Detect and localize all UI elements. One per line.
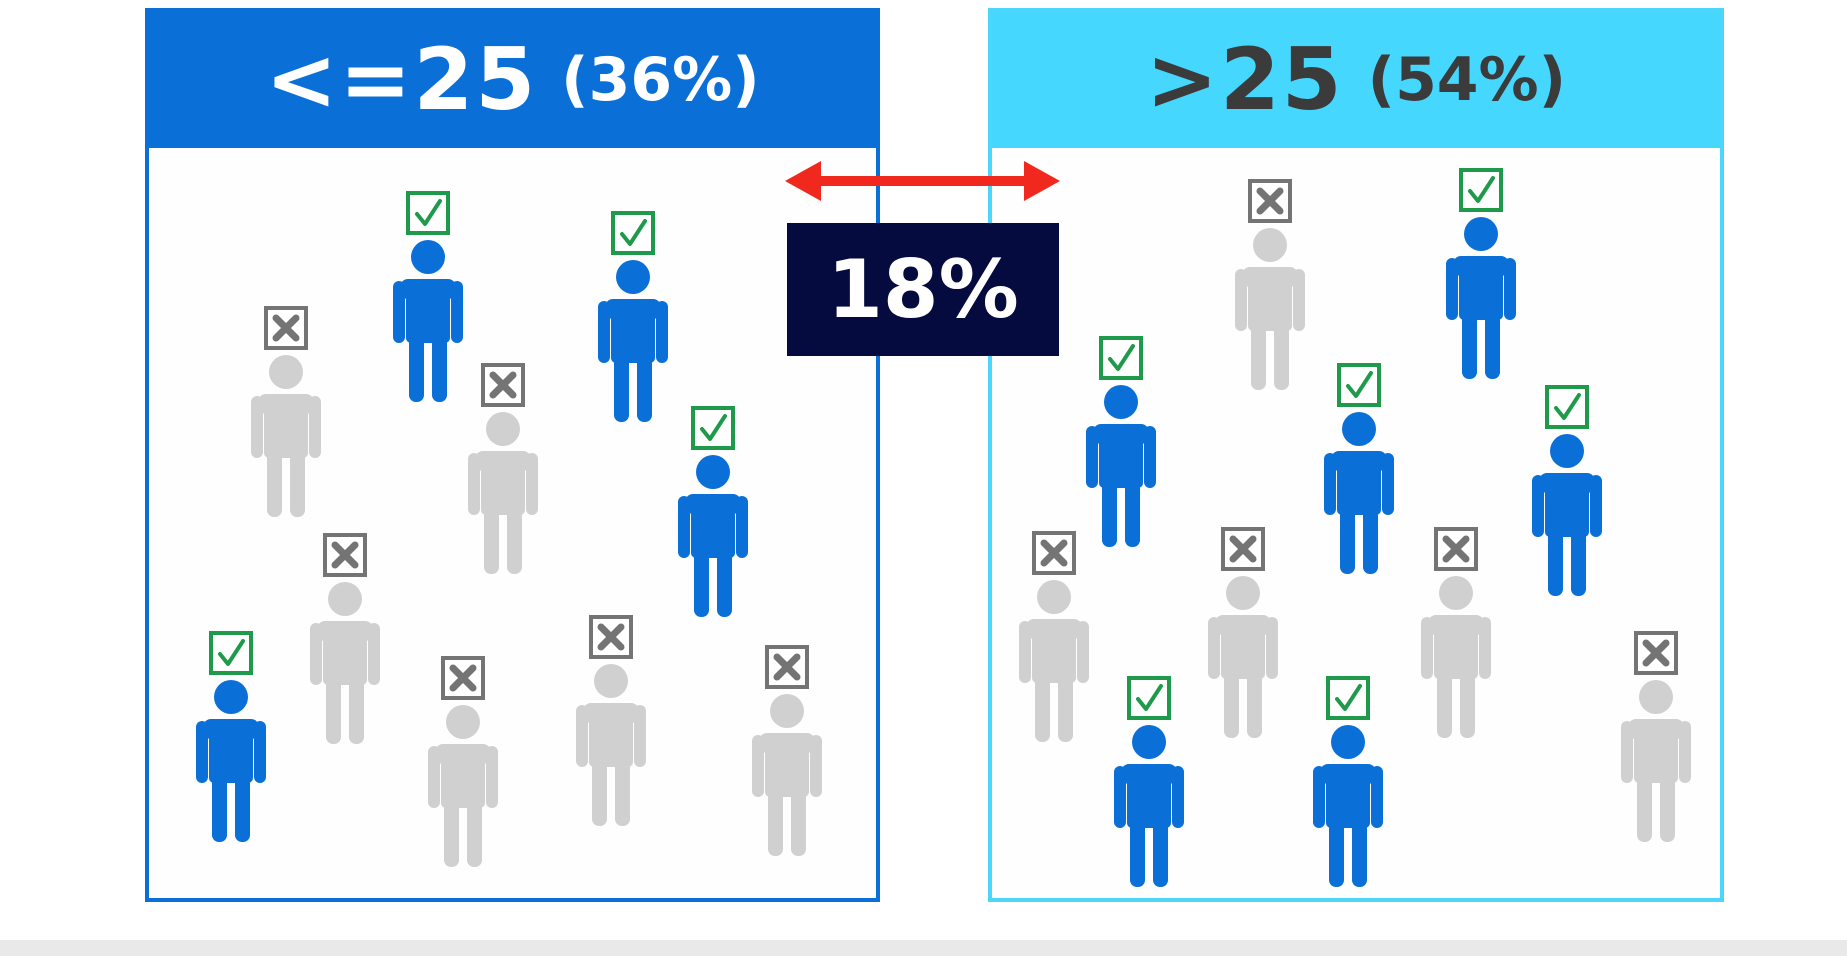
- person-icon: [1532, 385, 1602, 596]
- person-icon: [1446, 168, 1516, 379]
- x-box-icon: [589, 615, 633, 659]
- check-box-icon: [1326, 676, 1370, 720]
- x-box-icon: [1248, 179, 1292, 223]
- x-box-icon: [765, 645, 809, 689]
- right-group-header: >25 (54%): [992, 12, 1720, 148]
- right-group-percent: (54%): [1367, 45, 1567, 115]
- person-icon: [1421, 527, 1491, 738]
- right-group-label: >25: [1145, 30, 1344, 130]
- check-box-icon: [1337, 363, 1381, 407]
- check-box-icon: [1459, 168, 1503, 212]
- difference-value: 18%: [827, 243, 1019, 336]
- person-icon: [752, 645, 822, 856]
- person-icon: [598, 211, 668, 422]
- bottom-band: [0, 940, 1847, 956]
- check-box-icon: [1545, 385, 1589, 429]
- x-box-icon: [323, 533, 367, 577]
- person-icon: [196, 631, 266, 842]
- x-box-icon: [1434, 527, 1478, 571]
- person-icon: [678, 406, 748, 617]
- check-box-icon: [406, 191, 450, 235]
- x-box-icon: [264, 306, 308, 350]
- double-arrow-icon: [785, 161, 1060, 201]
- x-box-icon: [481, 363, 525, 407]
- x-box-icon: [1032, 531, 1076, 575]
- person-icon: [1086, 336, 1156, 547]
- person-icon: [576, 615, 646, 826]
- check-box-icon: [691, 406, 735, 450]
- person-icon: [310, 533, 380, 744]
- check-box-icon: [1099, 336, 1143, 380]
- person-icon: [251, 306, 321, 517]
- person-icon: [1621, 631, 1691, 842]
- person-icon: [468, 363, 538, 574]
- person-icon: [1235, 179, 1305, 390]
- person-icon: [1208, 527, 1278, 738]
- left-group-header: <=25 (36%): [149, 12, 876, 148]
- x-box-icon: [1634, 631, 1678, 675]
- person-icon: [1114, 676, 1184, 887]
- check-box-icon: [209, 631, 253, 675]
- x-box-icon: [1221, 527, 1265, 571]
- left-group-label: <=25: [265, 30, 538, 130]
- difference-badge: 18%: [787, 223, 1059, 356]
- check-box-icon: [1127, 676, 1171, 720]
- person-icon: [1324, 363, 1394, 574]
- person-icon: [393, 191, 463, 402]
- person-icon: [1019, 531, 1089, 742]
- left-group-panel: <=25 (36%): [145, 8, 880, 902]
- check-box-icon: [611, 211, 655, 255]
- x-box-icon: [441, 656, 485, 700]
- left-group-percent: (36%): [561, 45, 760, 115]
- person-icon: [1313, 676, 1383, 887]
- person-icon: [428, 656, 498, 867]
